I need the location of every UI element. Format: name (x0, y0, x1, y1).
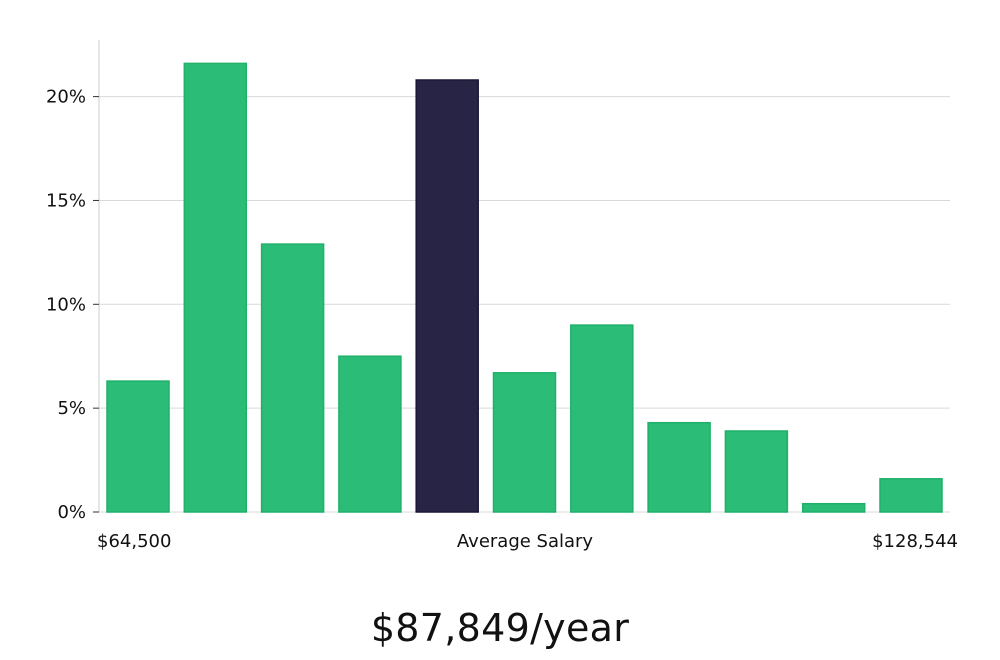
bar (570, 324, 634, 513)
bar (801, 502, 866, 513)
x-label-average: Average Salary (457, 531, 594, 552)
y-tick-labels: 0% 5% 10% 15% 20% (46, 87, 99, 523)
x-label-min: $64,500 (97, 531, 171, 552)
y-tick-label: 5% (57, 398, 86, 419)
y-tick-label: 15% (46, 190, 86, 211)
bar (338, 355, 402, 513)
bar (647, 421, 711, 513)
bar (106, 380, 170, 513)
y-tick-label: 10% (46, 294, 86, 315)
y-tick-label: 20% (46, 87, 86, 108)
salary-histogram: 0% 5% 10% 15% 20% $64,500 Average Salary $12… (46, 40, 958, 552)
bar (260, 243, 325, 513)
y-tick-label: 0% (57, 502, 86, 523)
bar (724, 430, 789, 513)
bar (183, 62, 248, 513)
bar (492, 372, 557, 513)
bar (879, 478, 943, 513)
bar-average-salary (415, 79, 479, 513)
bars (106, 62, 943, 513)
average-salary-headline: $87,849/year (370, 606, 630, 650)
x-label-max: $128,544 (872, 531, 958, 552)
